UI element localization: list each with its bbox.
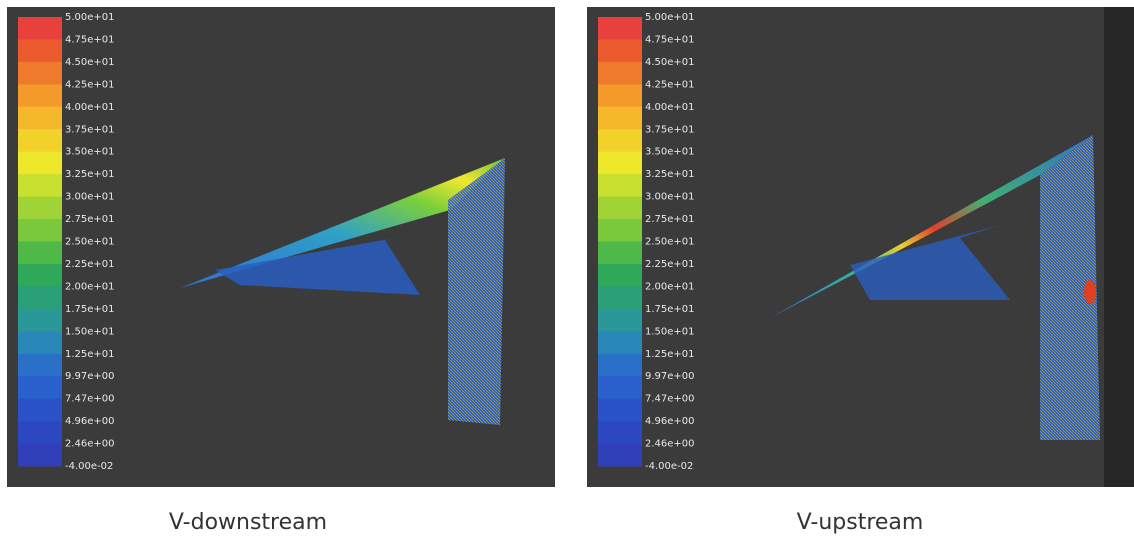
colorbar-segment xyxy=(18,84,62,108)
colorbar-label: 5.00e+01 xyxy=(645,12,695,23)
panel: 5.00e+01 4.75e+01 4.50e+01 4.25e+01 4.00e+01… xyxy=(7,7,555,487)
colorbar-label: 2.50e+01 xyxy=(65,237,115,248)
colorbar-segment xyxy=(598,398,642,422)
colorbar-label: 4.00e+01 xyxy=(65,102,115,113)
colorbar-segment xyxy=(598,84,642,108)
colorbar-segment xyxy=(598,376,642,400)
colorbar-label: 4.50e+01 xyxy=(645,57,695,68)
colorbar-segment xyxy=(598,174,642,198)
colorbar-segment xyxy=(18,219,62,242)
colorbar-label: 1.50e+01 xyxy=(65,326,115,337)
colorbar-segment xyxy=(598,286,642,310)
contour-sheet xyxy=(215,230,440,295)
colorbar-segment xyxy=(598,17,642,40)
colorbar-segment xyxy=(18,398,62,422)
colorbar-label: 2.25e+01 xyxy=(65,259,115,270)
colorbar-label: 4.25e+01 xyxy=(65,79,115,90)
colorbar-label: 7.47e+00 xyxy=(65,394,115,405)
colorbar-label: 3.00e+01 xyxy=(645,192,695,203)
colorbar-segment xyxy=(598,129,642,153)
colorbar-label: 2.75e+01 xyxy=(645,214,695,225)
colorbar-label: 2.00e+01 xyxy=(65,281,115,292)
panel-strip xyxy=(1104,7,1134,487)
colorbar-label: 9.97e+00 xyxy=(645,371,695,382)
colorbar-segment xyxy=(18,286,62,310)
colorbar-label: 4.75e+01 xyxy=(65,34,115,45)
colorbar-segment xyxy=(598,106,642,130)
colorbar-segment xyxy=(18,353,62,377)
colorbar-label: 2.75e+01 xyxy=(65,214,115,225)
colorbar-label: 3.50e+01 xyxy=(645,147,695,158)
colorbar-segment xyxy=(598,443,642,467)
contour-hotspot xyxy=(1084,280,1096,304)
colorbar-label: 4.75e+01 xyxy=(645,34,695,45)
colorbar-label: 4.96e+00 xyxy=(645,416,695,427)
contour-mesh xyxy=(448,158,505,425)
colorbar-label: 1.25e+01 xyxy=(645,349,695,360)
colorbar-label: 2.00e+01 xyxy=(645,281,695,292)
colorbar-segment xyxy=(18,174,62,198)
colorbar-label: -4.00e-02 xyxy=(65,461,113,472)
colorbar-label: 1.75e+01 xyxy=(645,304,695,315)
colorbar-label: 2.46e+00 xyxy=(65,439,115,450)
colorbar-label: 3.00e+01 xyxy=(65,192,115,203)
colorbar-label: 4.00e+01 xyxy=(645,102,695,113)
colorbar-label: 4.50e+01 xyxy=(65,57,115,68)
colorbar-segment xyxy=(598,219,642,242)
colorbar-label: 3.25e+01 xyxy=(65,169,115,180)
colorbar-segment xyxy=(18,308,62,332)
contour-sheet xyxy=(850,225,1010,300)
colorbar-segment xyxy=(598,421,642,445)
colorbar-segment xyxy=(598,61,642,85)
colorbar-segment xyxy=(598,263,642,287)
colorbar-segment xyxy=(598,241,642,265)
colorbar-segment xyxy=(18,151,62,175)
colorbar-segment xyxy=(598,151,642,175)
colorbar-segment xyxy=(18,196,62,220)
colorbar-label: 2.25e+01 xyxy=(645,259,695,270)
colorbar-label: 3.50e+01 xyxy=(65,147,115,158)
colorbar-label: 5.00e+01 xyxy=(65,12,115,23)
colorbar-segment xyxy=(598,39,642,63)
colorbar-label: 9.97e+00 xyxy=(65,371,115,382)
colorbar-segment xyxy=(18,106,62,130)
colorbar-label: 1.25e+01 xyxy=(65,349,115,360)
colorbar-segment xyxy=(18,331,62,355)
colorbar-segment xyxy=(598,331,642,355)
colorbar-label: 1.75e+01 xyxy=(65,304,115,315)
colorbar-segment xyxy=(18,421,62,445)
caption: V-upstream xyxy=(797,510,924,535)
colorbar-segment xyxy=(598,308,642,332)
colorbar-segment xyxy=(18,39,62,63)
colorbar-segment xyxy=(598,353,642,377)
contour-sheet xyxy=(180,158,505,288)
colorbar-segment xyxy=(18,241,62,265)
colorbar-label: -4.00e-02 xyxy=(645,461,693,472)
panel: 5.00e+01 4.75e+01 4.50e+01 4.25e+01 4.00e+01… xyxy=(587,7,1134,487)
caption: V-downstream xyxy=(169,510,327,535)
colorbar-segment xyxy=(18,129,62,153)
colorbar-label: 3.25e+01 xyxy=(645,169,695,180)
colorbar-label: 3.75e+01 xyxy=(65,124,115,135)
contour-mesh xyxy=(1040,135,1100,440)
colorbar-segment xyxy=(18,376,62,400)
colorbar-label: 7.47e+00 xyxy=(645,394,695,405)
colorbar-label: 4.96e+00 xyxy=(65,416,115,427)
colorbar-label: 4.25e+01 xyxy=(645,79,695,90)
colorbar-segment xyxy=(18,17,62,40)
colorbar-segment xyxy=(18,61,62,85)
colorbar-label: 3.75e+01 xyxy=(645,124,695,135)
colorbar-label: 1.50e+01 xyxy=(645,326,695,337)
colorbar-segment xyxy=(18,263,62,287)
colorbar-label: 2.50e+01 xyxy=(645,237,695,248)
colorbar-label: 2.46e+00 xyxy=(645,439,695,450)
colorbar-segment xyxy=(18,443,62,467)
contour-sheet xyxy=(770,135,1093,318)
colorbar-segment xyxy=(598,196,642,220)
